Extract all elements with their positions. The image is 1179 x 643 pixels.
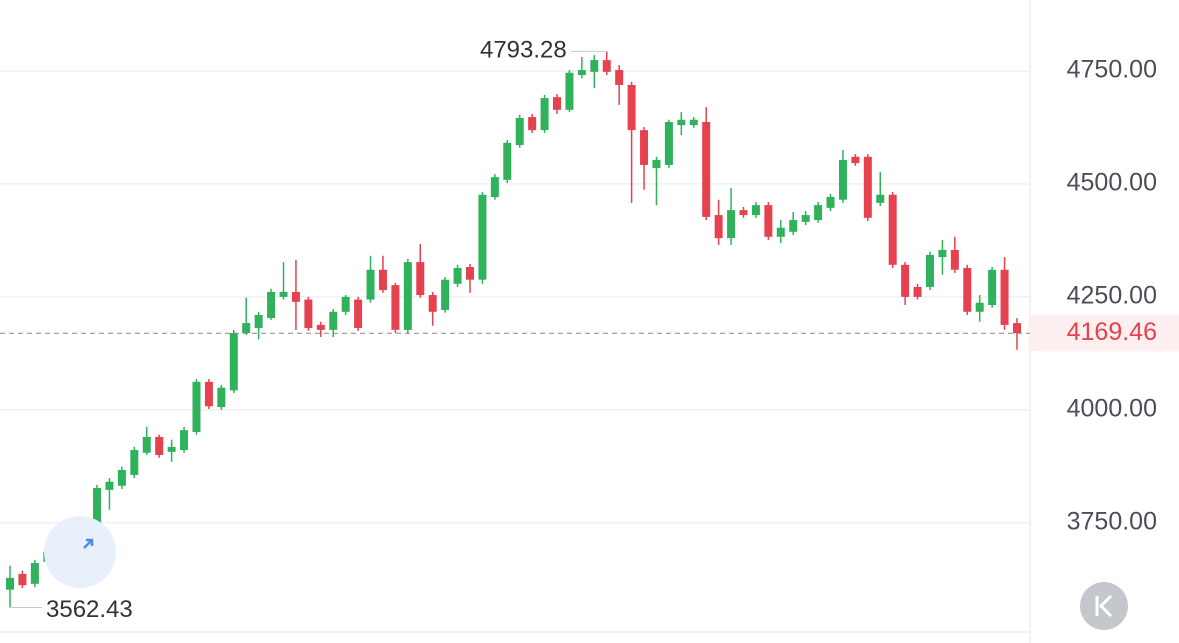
- candle-body: [229, 333, 238, 391]
- candle-body: [316, 324, 325, 330]
- candle-body: [528, 117, 537, 131]
- min-label: 3562.43: [46, 596, 133, 623]
- candle-body: [577, 70, 586, 76]
- candle-body: [888, 194, 897, 265]
- candle-body: [789, 220, 798, 232]
- last-price-tag: [1030, 315, 1179, 352]
- candle-body: [602, 60, 611, 72]
- candle-body: [739, 210, 748, 216]
- candle-body: [950, 249, 959, 270]
- candle-body: [652, 159, 661, 169]
- candle-body: [627, 84, 636, 131]
- candle-body: [925, 254, 934, 287]
- candle-body: [751, 205, 760, 216]
- candle-body: [901, 264, 910, 297]
- candle-body: [938, 249, 947, 258]
- candle-body: [503, 142, 512, 180]
- candle-body: [826, 197, 835, 208]
- candle-body: [664, 122, 673, 165]
- candle-body: [180, 430, 189, 451]
- candle-body: [776, 227, 785, 237]
- candle-body: [963, 267, 972, 312]
- candle-body: [465, 267, 474, 280]
- candle-body: [515, 117, 524, 146]
- candle-body: [155, 436, 164, 456]
- candle-body: [1013, 323, 1021, 334]
- candle-body: [329, 311, 338, 330]
- candle-body: [540, 98, 549, 131]
- candle-body: [279, 291, 288, 297]
- candle-body: [863, 156, 872, 218]
- candle-body: [913, 286, 922, 297]
- candle-body: [441, 279, 450, 310]
- candle-body: [130, 450, 139, 475]
- candle-body: [142, 436, 151, 453]
- candle-body: [565, 72, 574, 110]
- candle-body: [727, 210, 736, 239]
- candle-body: [341, 296, 350, 312]
- candle-body: [975, 302, 984, 312]
- y-tick-label: 4000.00: [1067, 394, 1157, 422]
- candle-body: [242, 323, 251, 334]
- candle-body: [167, 446, 176, 452]
- candle-body: [801, 215, 810, 222]
- last-price-label: 4169.46: [1067, 318, 1157, 346]
- candle-body: [105, 481, 114, 490]
- candle-body: [988, 269, 997, 306]
- candle-body: [267, 291, 276, 319]
- candle-body: [30, 563, 39, 584]
- candle-body: [876, 194, 885, 203]
- candle-body: [689, 119, 698, 126]
- candle-body: [590, 60, 599, 72]
- candle-body: [838, 159, 847, 200]
- candle-body: [6, 577, 14, 590]
- candle-body: [453, 267, 462, 284]
- back-button[interactable]: [1080, 582, 1128, 630]
- y-tick-label: 4250.00: [1067, 281, 1157, 309]
- candle-body: [291, 291, 300, 302]
- candle-body: [204, 381, 213, 407]
- candle-body: [814, 205, 823, 221]
- y-tick-label: 4750.00: [1067, 56, 1157, 84]
- candle-body: [18, 573, 27, 586]
- candle-body: [254, 314, 263, 329]
- candle-body: [615, 70, 624, 85]
- candle-body: [764, 205, 773, 237]
- candle-body: [702, 122, 711, 217]
- icon-arrow: [83, 538, 94, 549]
- candle-body: [192, 381, 201, 432]
- candle-body: [677, 119, 686, 126]
- icon-circle[interactable]: [44, 516, 116, 588]
- candle-body: [416, 262, 425, 296]
- candle-body: [378, 269, 387, 291]
- candle-body: [714, 215, 723, 239]
- candle-body: [478, 194, 487, 280]
- candle-body: [1000, 269, 1009, 325]
- candle-body: [217, 387, 226, 408]
- candle-body: [640, 130, 649, 165]
- candle-body: [93, 488, 102, 545]
- candle-body: [391, 285, 400, 330]
- candle-body: [553, 97, 562, 110]
- candle-body: [304, 299, 313, 329]
- candle-body: [428, 295, 437, 312]
- button-icon: [1095, 594, 1113, 618]
- y-tick-label: 3750.00: [1067, 507, 1157, 535]
- y-tick-label: 4500.00: [1067, 169, 1157, 197]
- candle-body: [354, 299, 363, 329]
- indicator-icon[interactable]: [44, 516, 116, 588]
- candle-body: [490, 177, 499, 198]
- candle-body: [366, 269, 375, 300]
- candle-body: [851, 156, 860, 164]
- max-label: 4793.28: [480, 37, 567, 64]
- button-circle[interactable]: [1080, 582, 1128, 630]
- candle-body: [117, 469, 126, 486]
- candle-body: [403, 262, 412, 330]
